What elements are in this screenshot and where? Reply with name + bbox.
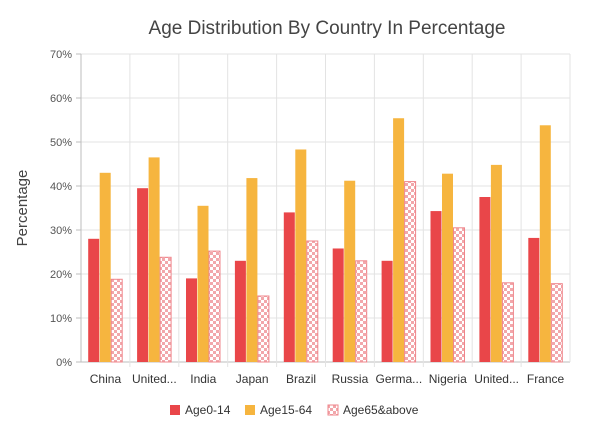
bar-age15-64-germa-[interactable] <box>393 118 405 363</box>
grid-lines <box>80 53 571 367</box>
bar-age15-64-france[interactable] <box>539 125 551 362</box>
bar-age15-64-japan[interactable] <box>246 178 258 362</box>
bar-age0-14-nigeria[interactable] <box>430 211 442 362</box>
x-tick-label: United... <box>132 372 177 386</box>
x-tick-label: France <box>527 372 565 386</box>
bar-age65-above-brazil[interactable] <box>306 240 319 363</box>
legend-label: Age15-64 <box>260 403 312 417</box>
y-tick-label: 40% <box>50 181 72 193</box>
bar-age0-14-india[interactable] <box>186 278 197 362</box>
x-tick-label: Germa... <box>376 372 423 386</box>
bar-age65-above-china[interactable] <box>110 278 123 363</box>
legend-label: Age65&above <box>343 403 419 417</box>
bar-age65-above-germa-[interactable] <box>404 181 417 363</box>
bar-age15-64-russia[interactable] <box>344 180 356 362</box>
y-tick-label: 60% <box>50 93 72 105</box>
bar-age15-64-united-[interactable] <box>148 157 160 362</box>
x-tick-label: Nigeria <box>429 372 467 386</box>
bar-age0-14-china[interactable] <box>88 238 100 362</box>
y-axis-ticks: 0% 10% 20% 30% 40% 50% 60% 70% <box>50 49 81 369</box>
x-tick-label: China <box>90 372 122 386</box>
y-tick-label: 70% <box>50 49 72 61</box>
chart-title: Age Distribution By Country In Percentag… <box>149 18 506 39</box>
bar-age65-above-france[interactable] <box>550 283 563 363</box>
legend-swatch <box>170 405 180 415</box>
bar-age65-above-russia[interactable] <box>355 260 368 363</box>
x-tick-label: India <box>190 372 216 386</box>
bar-age15-64-united-[interactable] <box>490 164 502 362</box>
legend-label: Age0-14 <box>185 403 231 417</box>
bar-age65-above-nigeria[interactable] <box>453 227 465 363</box>
legend-item[interactable]: Age65&above <box>327 403 419 417</box>
x-tick-label: Japan <box>236 372 269 386</box>
bar-age65-above-united-[interactable] <box>159 256 172 363</box>
legend-item[interactable]: Age15-64 <box>245 403 312 417</box>
bar-age15-64-nigeria[interactable] <box>442 173 453 362</box>
y-tick-label: 10% <box>50 313 72 325</box>
x-axis-ticks: China United... India Japan Brazil Russia Germ… <box>90 372 565 386</box>
bar-age0-14-germa-[interactable] <box>381 260 393 362</box>
y-axis-label: Percentage <box>14 170 31 247</box>
x-tick-label: United... <box>474 372 519 386</box>
bar-age15-64-india[interactable] <box>197 205 209 362</box>
x-tick-label: Russia <box>332 372 369 386</box>
bar-age15-64-china[interactable] <box>99 172 111 362</box>
legend-item[interactable]: Age0-14 <box>170 403 231 417</box>
bar-age0-14-united-[interactable] <box>479 197 491 362</box>
bar-age0-14-japan[interactable] <box>234 260 246 362</box>
y-tick-label: 50% <box>50 137 72 149</box>
y-tick-label: 30% <box>50 225 72 237</box>
y-tick-label: 0% <box>56 357 72 369</box>
legend-swatch <box>245 405 255 415</box>
bar-age0-14-united-[interactable] <box>137 188 149 362</box>
bar-age0-14-russia[interactable] <box>332 248 344 362</box>
bar-age65-above-japan[interactable] <box>257 295 270 363</box>
bar-age65-above-united-[interactable] <box>501 282 514 363</box>
bar-age0-14-france[interactable] <box>528 237 540 362</box>
bars <box>88 118 563 363</box>
bar-age65-above-india[interactable] <box>208 250 221 363</box>
x-tick-label: Brazil <box>286 372 316 386</box>
legend: Age0-14 Age15-64 Age65&above <box>170 403 419 417</box>
bar-age15-64-brazil[interactable] <box>295 149 307 362</box>
legend-swatch <box>327 404 339 416</box>
bar-age0-14-brazil[interactable] <box>283 212 295 362</box>
y-tick-label: 20% <box>50 269 72 281</box>
